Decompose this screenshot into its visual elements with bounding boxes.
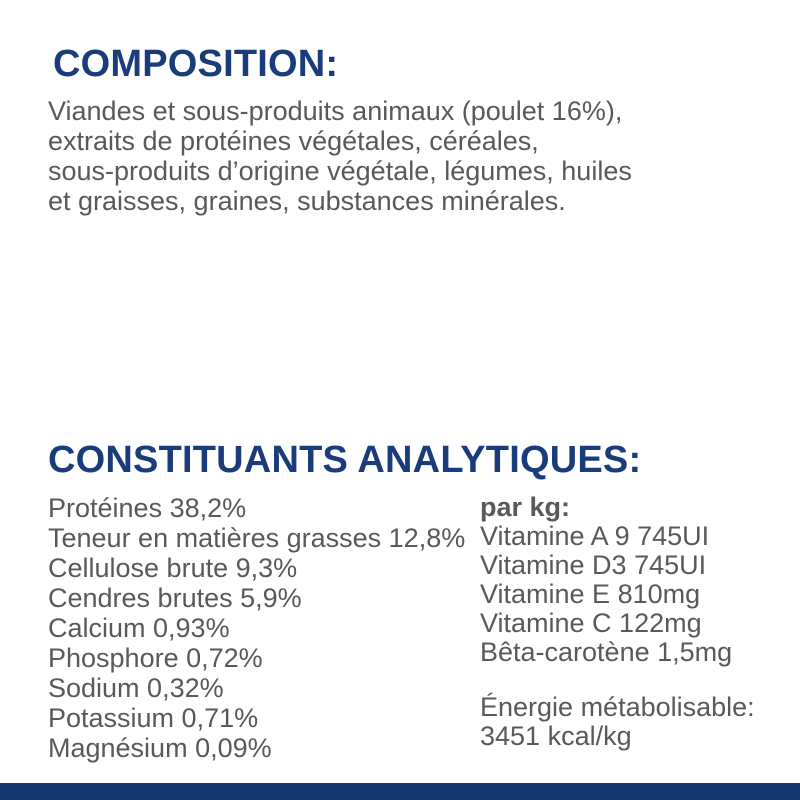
- per-kg-label: par kg:: [480, 492, 571, 522]
- analytical-item-cellulose: Cellulose brute 9,3%: [48, 553, 298, 583]
- analytical-item-matieres-grasses: Teneur en matières grasses 12,8%: [48, 523, 466, 553]
- analytical-item-potassium: Potassium 0,71%: [48, 703, 259, 733]
- composition-heading: COMPOSITION:: [53, 43, 339, 85]
- footer-brand-bar: [0, 783, 800, 800]
- metabolisable-energy: Énergie métabolisable: 3451 kcal/kg: [480, 693, 755, 751]
- analytical-values-list: Protéines 38,2% Teneur en matières grass…: [48, 493, 465, 763]
- analytical-item-magnesium: Magnésium 0,09%: [48, 733, 272, 763]
- composition-ingredients: Viandes et sous-produits animaux (poulet…: [48, 96, 632, 216]
- analytical-item-sodium: Sodium 0,32%: [48, 673, 224, 703]
- analytical-constituents-heading: CONSTITUANTS ANALYTIQUES:: [48, 439, 642, 481]
- ingredients-line: sous-produits d’origine végétale, légume…: [48, 156, 632, 186]
- vitamin-d3-line: Vitamine D3 745UI: [480, 550, 707, 580]
- per-kg-values: par kg: Vitamine A 9 745UI Vitamine D3 7…: [480, 493, 755, 751]
- analytical-item-proteines: Protéines 38,2%: [48, 493, 247, 523]
- analytical-item-cendres: Cendres brutes 5,9%: [48, 583, 302, 613]
- ingredients-line: Viandes et sous-produits animaux (poulet…: [48, 96, 623, 126]
- ingredients-line: et graisses, graines, substances minéral…: [48, 186, 566, 216]
- beta-carotene-line: Bêta-carotène 1,5mg: [480, 637, 733, 667]
- vitamin-c-line: Vitamine C 122mg: [480, 608, 702, 638]
- energy-value: 3451 kcal/kg: [480, 721, 632, 751]
- vitamin-a-line: Vitamine A 9 745UI: [480, 521, 710, 551]
- ingredients-line: extraits de protéines végétales, céréale…: [48, 126, 539, 156]
- vitamin-e-line: Vitamine E 810mg: [480, 579, 701, 609]
- energy-label: Énergie métabolisable:: [480, 692, 755, 722]
- analytical-item-calcium: Calcium 0,93%: [48, 613, 230, 643]
- analytical-item-phosphore: Phosphore 0,72%: [48, 643, 263, 673]
